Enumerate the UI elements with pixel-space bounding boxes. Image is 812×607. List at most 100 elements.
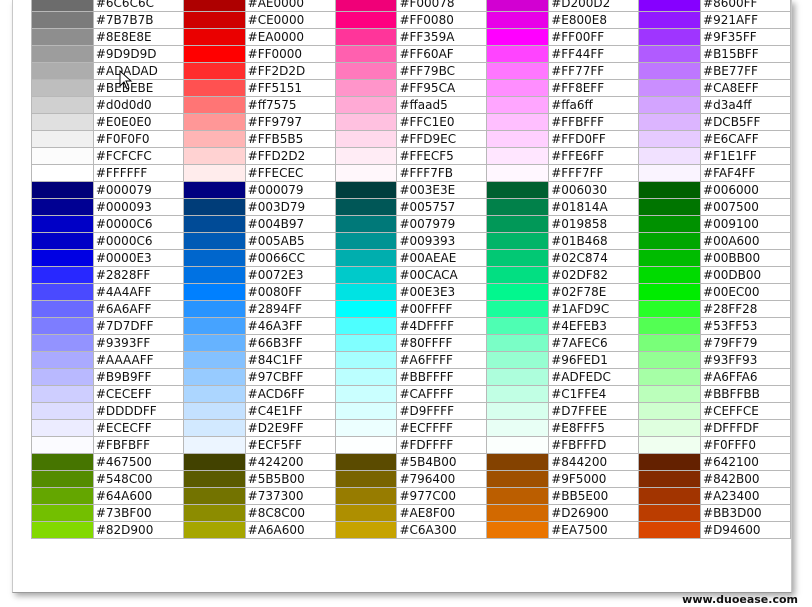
color-code-label: #C4E1FF <box>244 402 336 420</box>
color-code-label: #FF9797 <box>244 113 336 131</box>
color-code-label: #E8FFF5 <box>548 419 640 437</box>
color-code-label: #9F5000 <box>548 470 640 488</box>
color-swatch <box>638 283 702 301</box>
color-swatch <box>182 385 246 403</box>
color-swatch <box>182 232 246 250</box>
color-code-label: #97CBFF <box>244 368 336 386</box>
color-swatch <box>31 79 94 97</box>
color-code-label: #FFD9EC <box>396 130 488 148</box>
color-row: #9D9D9D #FF0000 #FF60AF #FF44FF #B15BFF <box>31 45 791 63</box>
color-code-label: #BBFFBB <box>700 385 791 403</box>
color-code-label: #00E3E3 <box>396 283 488 301</box>
color-code-label: #93FF93 <box>700 351 791 369</box>
color-swatch <box>486 79 550 97</box>
color-row: #d0d0d0 #ff7575 #ffaad5 #ffa6ff #d3a4ff <box>31 96 791 114</box>
color-code-label: #BB5E00 <box>548 487 640 505</box>
color-swatch <box>334 402 398 420</box>
color-swatch <box>334 28 398 46</box>
color-code-label: #0000E3 <box>92 249 184 267</box>
color-code-label: #AE0000 <box>244 0 336 12</box>
color-code-label: #AAAAFF <box>92 351 184 369</box>
color-swatch <box>31 28 94 46</box>
color-code-label: #FF8EFF <box>548 79 640 97</box>
color-code-label: #BBFFFF <box>396 368 488 386</box>
color-code-label: #0066CC <box>244 249 336 267</box>
color-swatch <box>182 45 246 63</box>
color-code-label: #FFE6FF <box>548 147 640 165</box>
color-code-label: #C1FFE4 <box>548 385 640 403</box>
color-swatch <box>31 334 94 352</box>
color-swatch <box>31 113 94 131</box>
color-swatch <box>334 62 398 80</box>
color-code-label: #00EC00 <box>700 283 791 301</box>
color-swatch <box>486 300 550 318</box>
color-code-label: #004B97 <box>244 215 336 233</box>
color-swatch <box>486 436 550 454</box>
color-swatch <box>486 181 550 199</box>
color-code-label: #96FED1 <box>548 351 640 369</box>
color-code-label: #006000 <box>700 181 791 199</box>
color-code-label: #003D79 <box>244 198 336 216</box>
color-row: #6A6AFF #2894FF #00FFFF #1AFD9C #28FF28 <box>31 300 791 318</box>
color-code-label: #B9B9FF <box>92 368 184 386</box>
color-swatch <box>182 368 246 386</box>
color-code-label: #000079 <box>244 181 336 199</box>
color-swatch <box>486 487 550 505</box>
color-code-label: #7B7B7B <box>92 11 184 29</box>
color-code-label: #CECEFF <box>92 385 184 403</box>
color-code-label: #9D9D9D <box>92 45 184 63</box>
color-swatch <box>334 334 398 352</box>
color-swatch <box>31 147 94 165</box>
color-code-label: #79FF79 <box>700 334 791 352</box>
color-code-label: #66B3FF <box>244 334 336 352</box>
color-swatch <box>638 487 702 505</box>
color-swatch <box>31 181 94 199</box>
color-swatch <box>182 487 246 505</box>
color-swatch <box>31 0 94 12</box>
color-row: #9393FF #66B3FF #80FFFF #7AFEC6 #79FF79 <box>31 334 791 352</box>
color-swatch <box>486 266 550 284</box>
color-code-label: #1AFD9C <box>548 300 640 318</box>
color-code-label: #4A4AFF <box>92 283 184 301</box>
color-code-label: #AE8F00 <box>396 504 488 522</box>
color-code-label: #00A600 <box>700 232 791 250</box>
color-swatch <box>31 385 94 403</box>
color-swatch <box>638 504 702 522</box>
color-row: #000079 #000079 #003E3E #006030 #006000 <box>31 181 791 199</box>
color-code-label: #977C00 <box>396 487 488 505</box>
color-code-label: #BE77FF <box>700 62 791 80</box>
color-swatch <box>182 436 246 454</box>
color-swatch <box>486 11 550 29</box>
color-code-label: #02DF82 <box>548 266 640 284</box>
color-swatch <box>31 317 94 335</box>
color-code-table: #6C6C6C #AE0000 #F00078 #D200D2 #8600FF #7B7B… <box>31 0 791 539</box>
color-code-label: #4EFEB3 <box>548 317 640 335</box>
color-code-label: #ADADAD <box>92 62 184 80</box>
color-swatch <box>31 436 94 454</box>
color-row: #B9B9FF #97CBFF #BBFFFF #ADFEDC #A6FFA6 <box>31 368 791 386</box>
color-swatch <box>638 198 702 216</box>
color-code-label: #A23400 <box>700 487 791 505</box>
color-code-label: #02C874 <box>548 249 640 267</box>
color-swatch <box>334 470 398 488</box>
color-code-label: #8E8E8E <box>92 28 184 46</box>
color-row: #0000C6 #004B97 #007979 #019858 #009100 <box>31 215 791 233</box>
color-swatch <box>334 351 398 369</box>
color-code-label: #CEFFCE <box>700 402 791 420</box>
color-code-label: #FCFCFC <box>92 147 184 165</box>
color-swatch <box>334 45 398 63</box>
color-swatch <box>182 198 246 216</box>
color-code-label: #C6A300 <box>396 521 488 539</box>
color-code-label: #F1E1FF <box>700 147 791 165</box>
color-swatch <box>334 113 398 131</box>
color-code-label: #FFECF5 <box>396 147 488 165</box>
color-code-label: #000093 <box>92 198 184 216</box>
color-swatch <box>486 147 550 165</box>
color-swatch <box>638 181 702 199</box>
color-code-label: #0072E3 <box>244 266 336 284</box>
color-code-label: #4DFFFF <box>396 317 488 335</box>
color-row: #FFFFFF #FFECEC #FFF7FB #FFF7FF #FAF4FF <box>31 164 791 182</box>
color-swatch <box>334 147 398 165</box>
color-swatch <box>182 300 246 318</box>
color-code-label: #467500 <box>92 453 184 471</box>
